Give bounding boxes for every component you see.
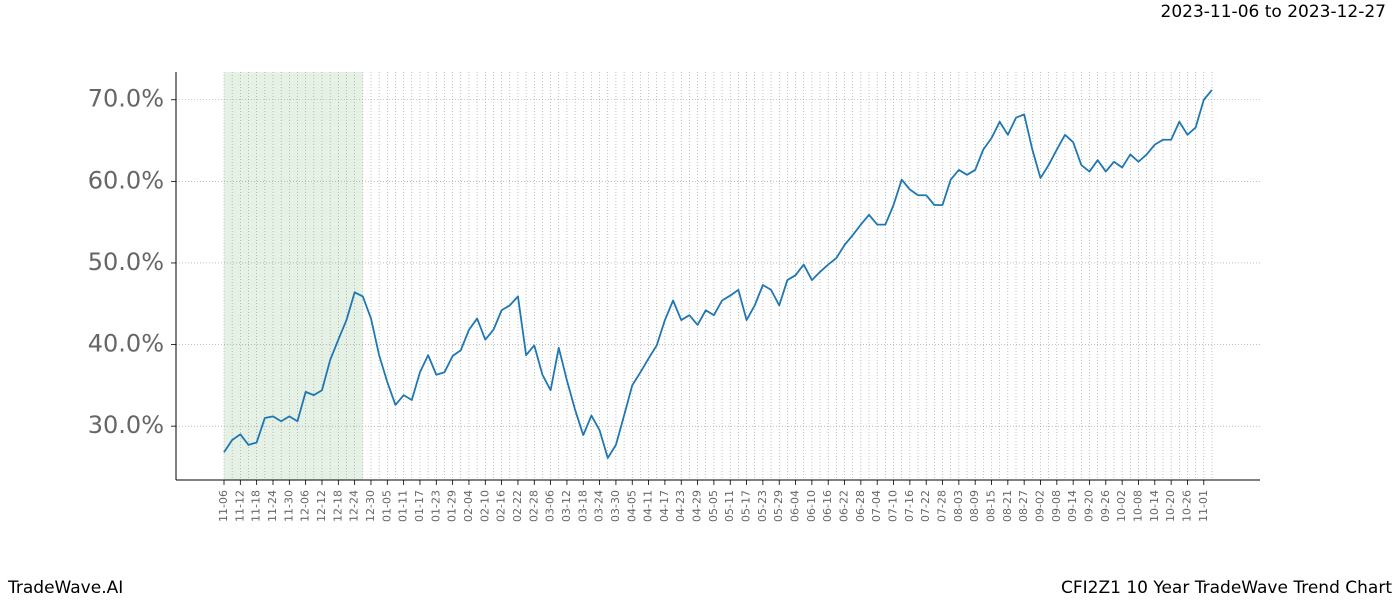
x-tick-label: 12-06 — [299, 490, 312, 522]
x-tick-label: 10-08 — [1131, 490, 1144, 522]
y-tick-label: 60.0% — [88, 166, 164, 194]
x-tick-label: 07-04 — [870, 490, 883, 522]
x-tick-label: 02-10 — [478, 490, 491, 522]
x-tick-label: 04-05 — [625, 490, 638, 522]
x-tick-label: 10-26 — [1180, 490, 1193, 522]
x-tick-label: 09-26 — [1099, 490, 1112, 522]
x-tick-label: 07-16 — [903, 490, 916, 522]
x-tick-label: 09-20 — [1082, 490, 1095, 522]
x-tick-label: 10-14 — [1148, 490, 1161, 522]
x-tick-label: 09-08 — [1050, 490, 1063, 522]
x-tick-label: 06-10 — [805, 490, 818, 522]
highlight-region — [224, 72, 363, 480]
data-line — [223, 89, 1213, 459]
x-tick-label: 02-16 — [495, 490, 508, 522]
x-tick-label: 12-30 — [364, 490, 377, 522]
x-tick-label: 08-21 — [1001, 490, 1014, 522]
y-tick-label: 50.0% — [88, 248, 164, 276]
x-tick-label: 08-03 — [952, 490, 965, 522]
x-tick-label: 01-05 — [380, 490, 393, 522]
x-tick-label: 02-22 — [511, 490, 524, 522]
x-tick-label: 12-24 — [348, 490, 361, 522]
x-tick-label: 09-14 — [1066, 490, 1079, 522]
x-tick-label: 05-17 — [740, 490, 753, 522]
x-tick-label: 07-22 — [919, 490, 932, 522]
x-tick-label: 04-11 — [642, 490, 655, 522]
x-tick-label: 11-30 — [282, 490, 295, 522]
y-tick-label: 70.0% — [88, 85, 164, 113]
x-tick-label: 12-12 — [315, 490, 328, 522]
x-tick-label: 06-04 — [789, 490, 802, 522]
x-tick-label: 08-27 — [1017, 490, 1030, 522]
x-tick-label: 11-18 — [250, 490, 263, 522]
y-tick-label: 40.0% — [88, 330, 164, 358]
x-tick-label: 03-06 — [544, 490, 557, 522]
x-tick-label: 01-17 — [413, 490, 426, 522]
x-tick-label: 06-22 — [838, 490, 851, 522]
x-tick-label: 02-04 — [462, 490, 475, 522]
x-tick-label: 03-12 — [560, 490, 573, 522]
chart-subtitle: 2023-11-06 to 2023-12-27 — [1161, 2, 1386, 22]
x-tick-label: 06-28 — [854, 490, 867, 522]
x-tick-label: 07-10 — [887, 490, 900, 522]
x-tick-label: 05-11 — [723, 490, 736, 522]
x-tick-label: 03-30 — [609, 490, 622, 522]
x-tick-label: 11-24 — [266, 490, 279, 522]
x-tick-label: 01-29 — [446, 490, 459, 522]
x-tick-label: 11-12 — [233, 490, 246, 522]
x-tick-label: 06-16 — [821, 490, 834, 522]
chart-title: CFI2Z1 10 Year TradeWave Trend Chart — [1061, 578, 1392, 598]
x-tick-label: 11-01 — [1197, 490, 1210, 522]
x-tick-label: 03-24 — [593, 490, 606, 522]
x-tick-label: 02-28 — [527, 490, 540, 522]
x-tick-label: 07-28 — [936, 490, 949, 522]
x-tick-label: 10-20 — [1164, 490, 1177, 522]
source-label: TradeWave.AI — [7, 578, 123, 598]
x-tick-label: 04-29 — [691, 490, 704, 522]
y-tick-label: 30.0% — [88, 411, 164, 439]
x-tick-label: 04-23 — [674, 490, 687, 522]
x-tick-label: 05-23 — [756, 490, 769, 522]
x-tick-label: 08-09 — [968, 490, 981, 522]
x-tick-label: 04-17 — [658, 490, 671, 522]
x-tick-label: 05-29 — [772, 490, 785, 522]
x-tick-label: 09-02 — [1034, 490, 1047, 522]
x-tick-label: 08-15 — [985, 490, 998, 522]
x-tick-label: 03-18 — [576, 490, 589, 522]
x-tick-label: 12-18 — [331, 490, 344, 522]
x-tick-label: 10-02 — [1115, 490, 1128, 522]
x-tick-label: 01-23 — [429, 490, 442, 522]
x-tick-label: 01-11 — [397, 490, 410, 522]
x-tick-label: 05-05 — [707, 490, 720, 522]
x-tick-label: 11-06 — [217, 490, 230, 522]
